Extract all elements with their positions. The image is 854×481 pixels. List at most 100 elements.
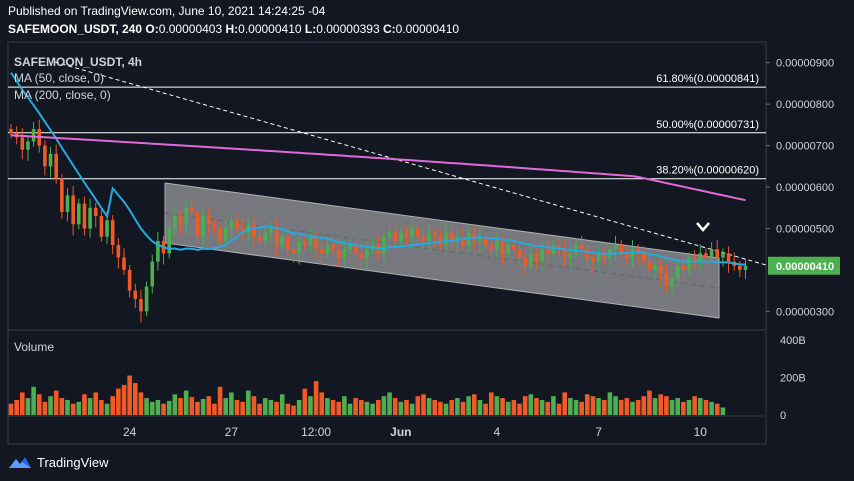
- open-label: O:: [145, 22, 159, 36]
- candle-body: [178, 216, 183, 225]
- volume-bars: [8, 375, 726, 415]
- candle: [721, 248, 725, 267]
- candle: [579, 235, 584, 257]
- volume-bar: [104, 403, 110, 415]
- candle: [591, 250, 595, 273]
- candle: [551, 240, 556, 259]
- candle: [449, 227, 454, 251]
- candle-body: [472, 232, 477, 241]
- candle-body: [478, 236, 482, 241]
- candle-body: [653, 265, 657, 270]
- volume-bar: [409, 403, 415, 415]
- volume-bar: [669, 399, 675, 415]
- candle-body: [416, 228, 420, 237]
- candle-body: [585, 249, 590, 258]
- volume-bar: [342, 396, 347, 415]
- candle: [263, 227, 268, 248]
- volume-bar: [720, 407, 726, 415]
- candle-body: [681, 265, 686, 270]
- candle-body: [534, 253, 539, 262]
- volume-bar: [630, 401, 635, 415]
- candle-body: [65, 195, 70, 212]
- candle-body: [31, 129, 36, 142]
- candle-body: [642, 253, 646, 262]
- candle: [410, 219, 414, 248]
- y-tick-label: 0.00000800: [776, 99, 834, 111]
- volume-bar: [472, 394, 477, 415]
- candle-body: [613, 245, 618, 250]
- candle: [26, 136, 30, 161]
- candle: [512, 235, 516, 257]
- candle-body: [110, 220, 115, 246]
- volume-bar: [36, 394, 42, 415]
- volume-bar: [585, 394, 590, 415]
- last-price-marker: [768, 256, 840, 275]
- open-value: 0.00000403: [158, 22, 223, 36]
- candle-body: [393, 232, 397, 241]
- volume-bar: [596, 398, 601, 415]
- candle-body: [517, 249, 522, 258]
- volume-bar: [99, 399, 104, 415]
- candle: [297, 235, 301, 265]
- candle: [280, 231, 284, 251]
- candle-body: [291, 249, 296, 254]
- volume-bar: [421, 394, 426, 415]
- candle-body: [523, 257, 527, 266]
- footer: TradingView: [8, 454, 109, 470]
- candle: [139, 289, 143, 323]
- candle-body: [240, 228, 245, 233]
- candle: [489, 238, 494, 257]
- volume-bar: [76, 401, 82, 415]
- volume-bar: [31, 386, 36, 415]
- candle: [698, 244, 703, 271]
- candle: [82, 196, 87, 236]
- volume-bar: [308, 396, 313, 415]
- high-label: H:: [225, 22, 239, 36]
- volume-bar: [511, 399, 517, 415]
- candle: [269, 221, 273, 242]
- candle: [99, 208, 104, 242]
- volume-bar: [562, 392, 567, 415]
- candle: [574, 238, 578, 259]
- candle-body: [173, 216, 177, 229]
- volume-bar: [494, 396, 500, 415]
- candle-body: [704, 253, 708, 258]
- candle-body: [48, 153, 53, 167]
- volume-bar: [658, 394, 664, 415]
- candle-body: [195, 211, 200, 237]
- candle-body: [495, 240, 499, 250]
- volume-bar: [460, 401, 466, 415]
- candle: [257, 227, 262, 246]
- candle-body: [596, 253, 601, 262]
- candle-body: [365, 249, 369, 258]
- candle-body: [206, 216, 211, 225]
- candle: [523, 250, 527, 277]
- candle: [110, 215, 115, 255]
- candle-body: [280, 236, 284, 246]
- candle-body: [387, 232, 392, 237]
- volume-bar: [127, 375, 132, 415]
- candle-body: [421, 236, 426, 241]
- candle: [619, 240, 623, 259]
- candle-body: [399, 232, 403, 241]
- candle-body: [619, 245, 623, 254]
- descending-trendline: [54, 61, 767, 266]
- candle: [404, 225, 409, 246]
- fib-label-0: 61.80%(0.00000841): [656, 73, 759, 85]
- candle-body: [150, 261, 155, 287]
- volume-bar: [415, 396, 421, 415]
- candle: [427, 223, 431, 251]
- candle-body: [116, 245, 121, 258]
- candle-body: [263, 232, 268, 241]
- candle-body: [738, 265, 742, 270]
- candle: [342, 240, 347, 269]
- candle-body: [353, 245, 358, 254]
- volume-bar: [93, 392, 99, 415]
- volume-bar: [257, 403, 262, 415]
- candle-body: [235, 220, 239, 229]
- candle: [178, 211, 183, 234]
- volume-bar: [534, 398, 539, 415]
- candle: [156, 231, 160, 271]
- high-value: 0.00000410: [238, 22, 302, 36]
